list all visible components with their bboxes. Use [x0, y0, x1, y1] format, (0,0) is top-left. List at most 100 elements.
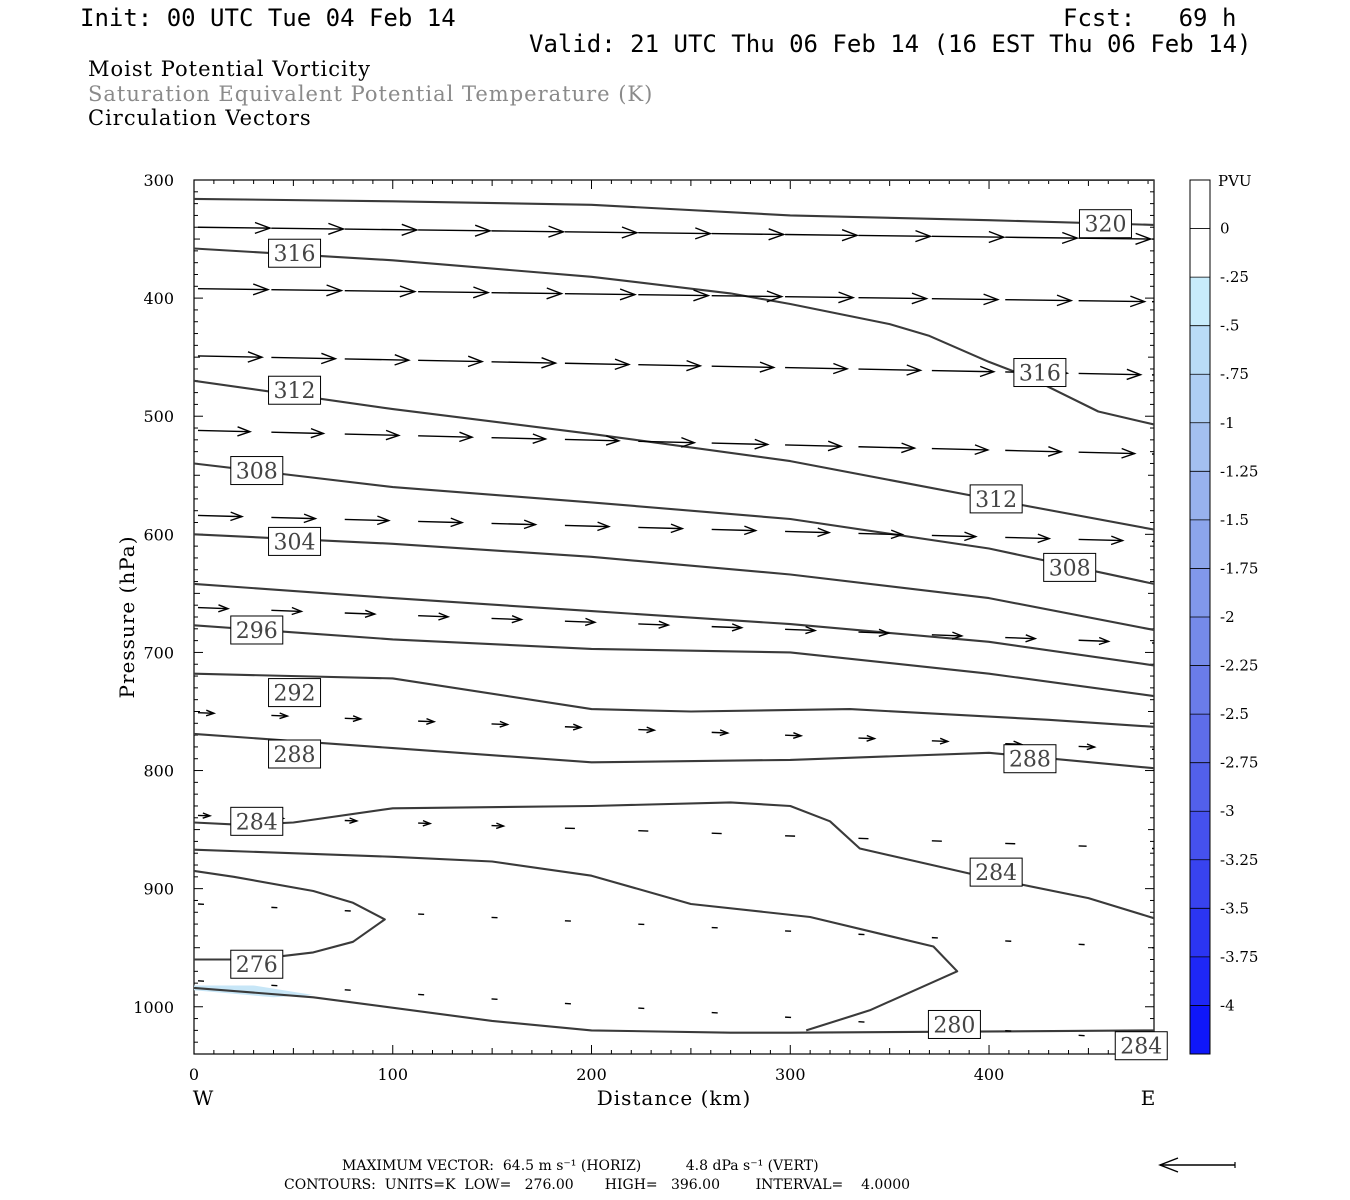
vector-head — [320, 352, 338, 365]
colorbar-tick-label: -2.5 — [1220, 705, 1249, 723]
vector-shaft — [1005, 742, 1022, 745]
vector-head — [680, 436, 697, 448]
theta-es-contour — [194, 624, 1154, 698]
colorbar-tick-label: -2.25 — [1220, 657, 1258, 675]
vector-shaft — [197, 355, 262, 358]
x-tick-label: 100 — [377, 1065, 408, 1084]
vector-shaft — [564, 438, 619, 442]
colorbar-cell — [1190, 665, 1210, 715]
contour-label-box — [268, 678, 322, 708]
colorbar-tick-label: -2 — [1220, 608, 1235, 626]
vector-head — [422, 819, 433, 827]
vector-shaft — [858, 631, 889, 634]
vector-shaft — [1005, 298, 1072, 302]
contour-label: 284 — [1114, 1031, 1168, 1061]
x-end-label-east: E — [1141, 1086, 1156, 1110]
vector-head — [399, 285, 417, 298]
title-theta-es: Saturation Equivalent Potential Temperat… — [88, 82, 654, 106]
vector-head — [988, 230, 1006, 244]
vector-shaft — [344, 358, 409, 361]
y-tick-label: 1000 — [133, 998, 174, 1017]
vector-head — [983, 293, 1000, 306]
reference-vector-arrowhead — [1158, 1157, 1179, 1173]
colorbar-cell — [1190, 617, 1210, 667]
vector-shaft — [638, 728, 655, 731]
vector-shaft — [785, 366, 848, 370]
vector-head — [792, 732, 804, 739]
vector-head — [291, 606, 304, 616]
colorbar-cell — [1190, 325, 1210, 375]
title-vectors: Circulation Vectors — [88, 106, 312, 130]
x-tick-label: 400 — [974, 1065, 1005, 1084]
vector-head — [838, 291, 856, 304]
contour-label: 296 — [230, 615, 284, 645]
vector-head — [548, 225, 566, 238]
vector-shaft — [858, 368, 921, 371]
contour-label-text: 292 — [274, 682, 316, 707]
vector-shaft — [564, 620, 595, 623]
vector-head — [202, 812, 213, 819]
colorbar-tick-label: -1.25 — [1220, 462, 1258, 480]
colorbar-cell — [1190, 956, 1210, 1006]
vector-head — [426, 717, 437, 725]
contour-label-box — [268, 739, 322, 769]
contour-label-text: 280 — [933, 1013, 975, 1038]
theta-es-contour — [194, 986, 1154, 1034]
vector-head — [237, 426, 253, 437]
vector-head — [1037, 533, 1052, 544]
vector-shaft — [1078, 639, 1109, 643]
contour-label-box — [230, 806, 284, 836]
contour-label-box — [1003, 744, 1057, 774]
vector-shaft — [491, 291, 562, 295]
vector-head — [979, 365, 996, 378]
vector-shaft — [344, 717, 361, 720]
colorbar-tick-label: -.5 — [1220, 317, 1239, 335]
theta-es-contour — [194, 197, 1154, 226]
colorbar-cell — [1190, 422, 1210, 472]
vector-head — [523, 519, 538, 530]
vector-head — [621, 226, 639, 239]
contour-label-box — [969, 484, 1023, 514]
vector-shaft — [711, 731, 728, 734]
y-tick-label: 500 — [143, 407, 174, 426]
x-end-label-west: W — [193, 1086, 214, 1110]
vector-head — [719, 729, 730, 737]
vector-shaft — [491, 436, 546, 440]
contour-label: 276 — [230, 949, 284, 979]
vector-shaft — [197, 711, 215, 714]
colorbar-tick-label: -1 — [1220, 414, 1235, 432]
vector-head — [1056, 294, 1074, 307]
y-tick-label: 400 — [143, 289, 174, 308]
vector-head — [532, 433, 548, 444]
colorbar-tick-label: -4 — [1220, 996, 1235, 1014]
colorbar-tick-label: -.25 — [1220, 268, 1249, 286]
colorbar-tick-label: -.75 — [1220, 365, 1249, 383]
colorbar-tick-label: -1.75 — [1220, 559, 1258, 577]
vector-shaft — [564, 362, 629, 366]
vector-shaft — [418, 435, 473, 438]
vector-head — [474, 224, 493, 237]
vector-shaft — [197, 606, 229, 610]
contour-label: 304 — [268, 526, 322, 556]
vector-shaft — [197, 429, 250, 433]
theta-es-contour — [194, 848, 959, 1032]
vector-shaft — [418, 615, 449, 618]
colorbar-tick-label: -1.5 — [1220, 511, 1249, 529]
vector-shaft — [1078, 451, 1135, 455]
vector-shaft — [418, 720, 435, 723]
vector-shaft — [858, 532, 903, 536]
vector-shaft — [1151, 540, 1154, 543]
vector-head — [252, 283, 271, 296]
colorbar-cell — [1190, 374, 1210, 424]
vector-head — [768, 228, 786, 241]
vector-head — [438, 612, 451, 621]
vector-shaft — [418, 520, 463, 524]
vector-head — [1160, 747, 1168, 753]
vector-shaft — [491, 617, 522, 621]
vector-shaft — [785, 233, 858, 237]
contour-label: 288 — [268, 739, 322, 769]
colorbar-tick-label: -3.5 — [1220, 899, 1249, 917]
vector-head — [326, 284, 344, 297]
vector-shaft — [344, 518, 389, 522]
contour-label: 308 — [230, 456, 284, 486]
